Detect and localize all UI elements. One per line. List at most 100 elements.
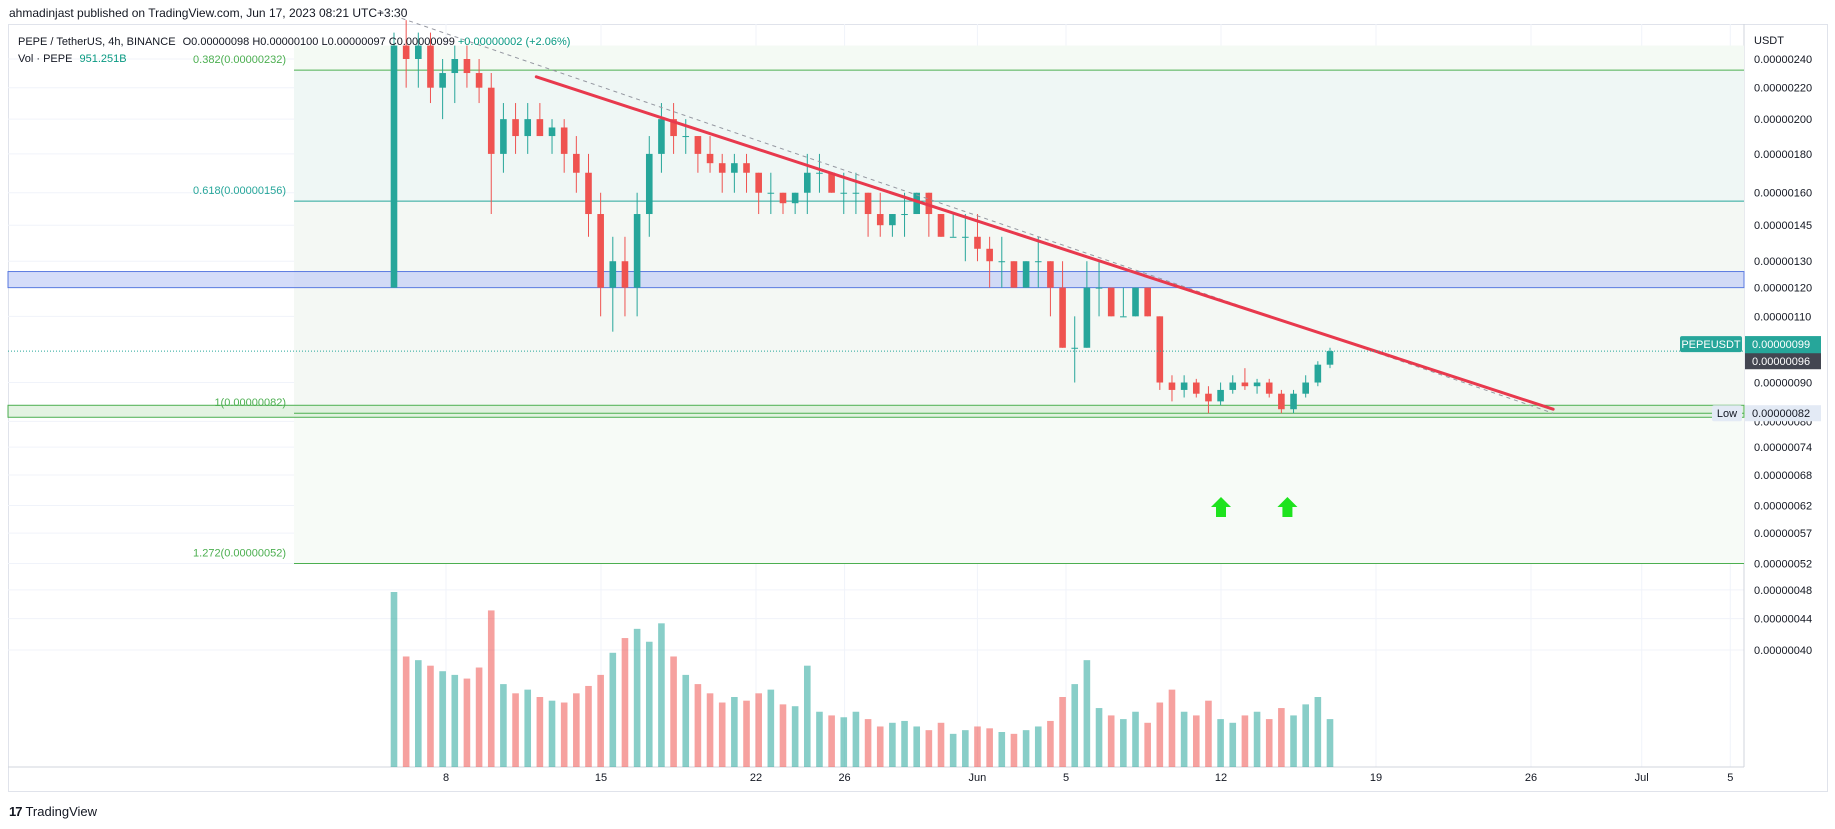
volume-bar (1278, 708, 1285, 767)
candle-body (937, 214, 945, 237)
legend-high: H0.00000100 (252, 36, 319, 48)
candle-body (475, 73, 483, 88)
descending-trendline (534, 75, 1555, 411)
volume-bar (1290, 715, 1297, 767)
candle-body (925, 192, 933, 215)
volume-bar (597, 674, 604, 767)
volume-bar (937, 722, 945, 767)
legend-ohlc-row: PEPE / TetherUS, 4h, BINANCE O0.00000098… (18, 34, 570, 51)
candle-body (1217, 389, 1224, 402)
tradingview-brand[interactable]: 17 TradingView (9, 804, 97, 819)
y-tick-label: 0.00000068 (1754, 470, 1812, 482)
support-zone (7, 404, 1745, 418)
y-tick-label: 0.00000090 (1754, 378, 1812, 390)
legend-close: C0.00000099 (388, 36, 455, 48)
candle-body (524, 119, 532, 137)
volume-bar (998, 732, 1006, 767)
candle-body (889, 214, 896, 226)
fib-level-label: 0.618(0.00000156) (193, 185, 286, 197)
volume-bar (1022, 730, 1030, 767)
volume-bar (1144, 722, 1151, 767)
volume-bar (864, 719, 872, 767)
volume-bar (512, 693, 519, 767)
candle-body (573, 153, 580, 173)
legend-volume-value: 951.251B (79, 53, 127, 65)
candle-body (1265, 382, 1273, 394)
candle-body (487, 87, 495, 154)
volume-bar (901, 720, 908, 767)
candle-body (1022, 261, 1030, 288)
candle-body (463, 59, 471, 74)
legend-open: O0.00000098 (182, 36, 250, 48)
candle-body (743, 163, 750, 173)
legend-change: +0.00000002 (+2.06%) (457, 36, 571, 48)
volume-bar (682, 674, 690, 767)
volume-bar (1095, 708, 1103, 767)
volume-bar (694, 684, 702, 767)
volume-bar (645, 641, 653, 767)
candle-body (390, 45, 398, 288)
candle-body (901, 214, 908, 216)
volume-bar (767, 689, 775, 767)
candle-body (949, 236, 957, 238)
candle-body (852, 192, 860, 194)
volume-bar (803, 665, 811, 767)
y-tick-label: 0.00000180 (1754, 149, 1812, 161)
y-tick-label: 0.00000110 (1754, 311, 1811, 323)
volume-bar (621, 638, 629, 767)
candle-body (670, 119, 677, 137)
candle-body (621, 261, 629, 288)
low-tag (1712, 405, 1742, 422)
candle-body (439, 73, 446, 88)
y-tick-label: 0.00000062 (1754, 500, 1812, 512)
volume-bar (427, 665, 434, 767)
tradingview-brand-label: TradingView (25, 804, 98, 819)
candle-body (998, 261, 1006, 263)
candle-body (694, 136, 702, 154)
candle-body (1241, 382, 1249, 387)
volume-bar (913, 726, 921, 767)
volume-bar (451, 674, 459, 767)
candle-body (427, 45, 434, 88)
volume-bar (585, 685, 592, 767)
fib-level-label: 1(0.00000082) (214, 397, 286, 409)
candle-body (1010, 261, 1018, 288)
fib-region (294, 70, 1744, 202)
volume-bar (743, 700, 750, 767)
candle-body (585, 172, 592, 215)
candle-body (779, 192, 787, 204)
candle-body (1278, 393, 1285, 410)
candle-body (1290, 393, 1297, 410)
volume-bar (1168, 689, 1176, 767)
volume-bar (633, 628, 641, 767)
x-tick-label: 5 (1063, 772, 1069, 784)
candle-body (1253, 382, 1261, 387)
candle-body (718, 163, 726, 173)
legend-symbol[interactable]: PEPE / TetherUS, 4h, BINANCE (18, 36, 176, 48)
volume-bar (536, 697, 544, 767)
candle-body (633, 214, 641, 288)
candle-body (1229, 382, 1237, 390)
volume-bar (500, 684, 507, 767)
volume-bar (1059, 697, 1066, 767)
y-tick-label: 0.00000052 (1754, 558, 1812, 570)
x-tick-label: 12 (1215, 772, 1227, 784)
candle-body (536, 119, 544, 137)
candle-body (1059, 287, 1066, 348)
x-tick-label: 22 (750, 772, 762, 784)
y-tick-label: 0.00000120 (1754, 283, 1812, 295)
low-tag-label: Low (1717, 408, 1737, 420)
x-tick-label: 19 (1370, 772, 1382, 784)
tradingview-logo-icon: 17 (9, 804, 23, 819)
candle-body (560, 127, 568, 154)
fib-level-label: 0.382(0.00000232) (193, 54, 286, 66)
y-tick-label: 0.00000160 (1754, 188, 1812, 200)
volume-bar (1217, 719, 1224, 767)
legend-volume-label[interactable]: Vol · PEPE (18, 53, 73, 65)
volume-bar (609, 652, 617, 767)
y-tick-label: 0.00000240 (1754, 54, 1812, 66)
volume-bar (524, 689, 532, 767)
candle-body (512, 119, 519, 137)
candle-body (913, 192, 921, 215)
